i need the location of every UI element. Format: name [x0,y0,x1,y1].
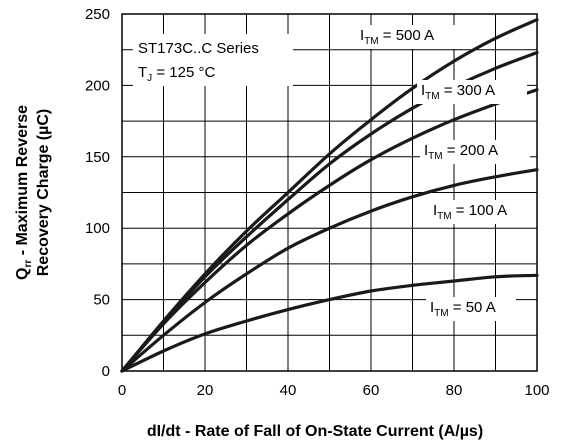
series-label-subscript: TM [364,36,378,47]
x-tick-label: 20 [197,382,214,399]
series-label-value: = 500 A [379,27,434,44]
series-label-bg [356,25,468,49]
series-label-subscript: TM [428,151,442,162]
plot-frame [121,13,538,372]
temperature-value: = 125 °C [152,64,215,81]
series-label: ITM = 100 A [433,202,507,222]
y-tick-label: 0 [102,363,110,380]
series-label-bg [417,80,527,104]
y-axis-label-line1: Qrr - Maximum Reverse [14,105,34,280]
series-line-2 [120,88,539,373]
y-tick-label: 100 [85,220,110,237]
series-label: ITM = 50 A [430,299,496,319]
series-label-value: = 50 A [449,299,496,316]
series-label-value: = 300 A [440,82,495,99]
series-label: ITM = 500 A [360,27,434,47]
series-label-subscript: TM [434,308,448,319]
series-label-symbol: I [360,27,364,44]
x-tick-label: 40 [280,382,297,399]
y-axis-label-line2: Recovery Charge (µC) [35,109,52,277]
temperature-annotation: TJ = 125 °C [138,64,215,84]
series-line-3 [120,168,539,373]
series-label-symbol: I [424,142,428,159]
y-tick-label: 200 [85,77,110,94]
series-label-symbol: I [433,202,437,219]
series-name-annotation: ST173C..C Series [138,40,259,57]
y-tick-label: 150 [85,149,110,166]
series-label: ITM = 300 A [421,82,495,102]
x-tick-label: 0 [118,382,126,399]
series-label-symbol: I [421,82,425,99]
x-tick-label: 80 [446,382,463,399]
y-axis-subscript: rr [23,260,34,268]
y-tick-labels: 0 50 100 150 200 250 [85,6,110,380]
series-label: ITM = 200 A [424,142,498,162]
x-tick-label: 100 [524,382,549,399]
series-label-subscript: TM [425,91,439,102]
series-label-value: = 100 A [452,202,507,219]
y-axis-label-rest: - Maximum Reverse [14,105,31,260]
x-axis-label: dI/dt - Rate of Fall of On-State Current… [147,423,483,440]
series-label-bg [429,200,533,224]
y-tick-label: 50 [93,292,110,309]
y-tick-label: 250 [85,6,110,23]
series-label-subscript: TM [437,211,451,222]
temperature-subscript: J [147,73,152,84]
series-line-4 [120,273,539,373]
series-label-value: = 200 A [443,142,498,159]
series-label-symbol: I [430,299,434,316]
x-tick-label: 60 [363,382,380,399]
annotation-box [133,34,293,86]
series-label-bg [426,297,516,321]
series-label-bg [420,140,530,164]
temperature-symbol: T [138,64,147,81]
x-tick-labels: 0 20 40 60 80 100 [118,382,550,399]
y-axis-symbol: Q [14,268,31,280]
